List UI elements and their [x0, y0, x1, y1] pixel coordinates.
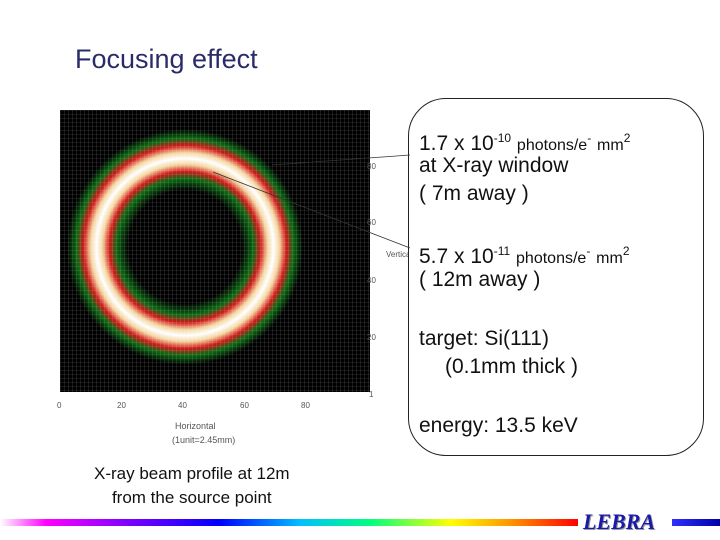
callout-box [408, 98, 704, 456]
flux-window-base: 1.7 x 10 [419, 132, 494, 155]
lebra-logo: LEBRA [583, 509, 656, 534]
flux-window-mm: mm [597, 137, 624, 154]
flux-window-unit-sup: - [587, 131, 592, 145]
caption-line-1: X-ray beam profile at 12m [94, 464, 290, 483]
beam-profile-image [60, 110, 370, 392]
flux-target-base: 5.7 x 10 [419, 245, 494, 268]
window-distance-text: ( 7m away ) [419, 182, 529, 205]
target-thickness-text: (0.1mm thick ) [445, 355, 579, 378]
flux-window-exp: -10 [493, 131, 512, 145]
target-material-text: target: Si(111) [419, 327, 549, 350]
y-tick: 40 [367, 276, 376, 285]
flux-window-unit: photons/e [516, 137, 588, 154]
x-axis-label: Horizontal [175, 421, 216, 431]
flux-target-unit: photons/e [516, 250, 587, 267]
caption-line-2: from the source point [111, 488, 272, 507]
flux-window-line: 1.7 x 10-10 photons/e- mm2 [419, 124, 630, 160]
beam-profile-svg [60, 110, 370, 392]
footer-rainbow-bar [0, 519, 578, 526]
flux-target-unit-sup: - [586, 244, 591, 258]
x-tick: 40 [178, 401, 187, 410]
y-tick: 1 [369, 390, 374, 399]
x-tick: 20 [117, 401, 126, 410]
window-location-text: at X-ray window [419, 154, 569, 177]
energy-text: energy: 13.5 keV [419, 414, 578, 437]
footer-blue-bar [672, 519, 720, 526]
y-tick: 80 [367, 162, 376, 171]
y-tick: 60 [367, 218, 376, 227]
x-tick: 80 [301, 401, 310, 410]
flux-target-line: 5.7 x 10-11 photons/e- mm2 [419, 237, 630, 273]
flux-window-mm-sup: 2 [623, 131, 631, 145]
flux-target-exp: -11 [493, 244, 511, 258]
flux-target-mm-sup: 2 [622, 244, 630, 258]
flux-target-mm: mm [596, 250, 623, 267]
y-tick: 20 [367, 333, 376, 342]
figure-caption: X-ray beam profile at 12m from the sourc… [94, 462, 290, 510]
slide-title: Focusing effect [75, 44, 258, 74]
x-tick: 60 [240, 401, 249, 410]
x-tick: 0 [57, 401, 62, 410]
target-distance-text: ( 12m away ) [419, 268, 541, 291]
y-axis-label: Vertical [386, 250, 413, 259]
unit-note: (1unit=2.45mm) [172, 435, 236, 445]
